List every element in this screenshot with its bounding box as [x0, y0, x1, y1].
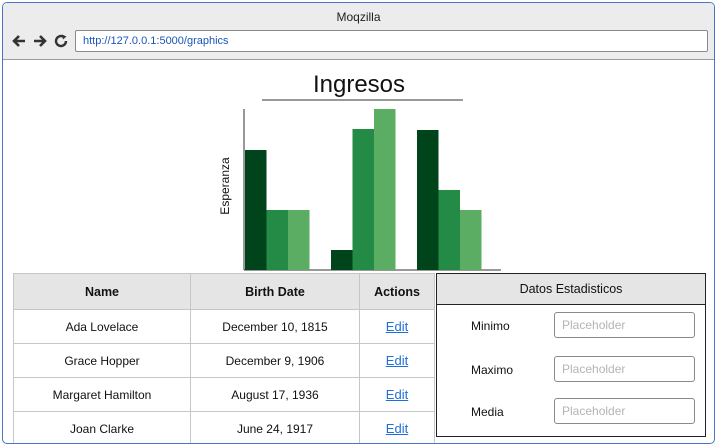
- edit-link[interactable]: Edit: [385, 353, 409, 368]
- bar-group3-series1: [417, 130, 439, 270]
- minimo-label: Minimo: [471, 319, 510, 333]
- url-bar[interactable]: http://127.0.0.1:5000/graphics: [75, 30, 708, 52]
- cell-actions: Edit: [359, 411, 435, 443]
- cell-actions: Edit: [359, 309, 435, 344]
- cell-actions: Edit: [359, 343, 435, 378]
- bar-group1-series2: [266, 210, 288, 270]
- y-axis-label: Esperanza: [218, 157, 232, 215]
- bar-group3-series3: [460, 210, 482, 270]
- bar-group2-series3: [374, 109, 396, 270]
- bar-group3-series2: [438, 190, 460, 270]
- stats-panel-title: Datos Estadisticos: [437, 274, 705, 305]
- cell-name: Ada Lovelace: [13, 309, 191, 344]
- bar-group2-series2: [352, 129, 374, 270]
- cell-birth-date: August 17, 1936: [190, 377, 360, 412]
- cell-actions: Edit: [359, 377, 435, 412]
- cell-birth-date: December 10, 1815: [190, 309, 360, 344]
- reload-icon[interactable]: [53, 33, 69, 49]
- minimo-input[interactable]: [554, 312, 695, 338]
- title-bar: Moqzilla http://127.0.0.1:5000/graphics: [3, 3, 714, 60]
- people-table: Name Birth Date Actions Ada Lovelace Dec…: [13, 273, 435, 443]
- table-row: Ada Lovelace December 10, 1815 Edit: [13, 309, 435, 344]
- column-header-actions: Actions: [359, 273, 435, 310]
- edit-link[interactable]: Edit: [385, 387, 409, 402]
- table-row: Margaret Hamilton August 17, 1936 Edit: [13, 377, 435, 412]
- cell-name: Grace Hopper: [13, 343, 191, 378]
- table-header-row: Name Birth Date Actions: [13, 273, 435, 310]
- chart-title: Ingresos: [313, 71, 405, 98]
- bar-group1-series1: [245, 150, 267, 270]
- bar-chart: Ingresos Esperanza: [218, 71, 501, 271]
- forward-arrow-icon[interactable]: [32, 33, 48, 49]
- bars-group: [245, 109, 482, 270]
- browser-window: Moqzilla http://127.0.0.1:5000/graphics …: [2, 2, 715, 444]
- cell-name: Margaret Hamilton: [13, 377, 191, 412]
- bar-group1-series3: [288, 210, 310, 270]
- media-label: Media: [471, 405, 504, 419]
- cell-birth-date: June 24, 1917: [190, 411, 360, 443]
- window-title: Moqzilla: [336, 10, 381, 24]
- media-input[interactable]: [554, 398, 695, 424]
- stats-panel: Datos Estadisticos Minimo Maximo Media: [436, 273, 706, 437]
- table-row: Joan Clarke June 24, 1917 Edit: [13, 411, 435, 443]
- back-arrow-icon[interactable]: [11, 33, 27, 49]
- maximo-input[interactable]: [554, 356, 695, 382]
- bar-group2-series1: [331, 250, 353, 270]
- column-header-name: Name: [13, 273, 191, 310]
- cell-name: Joan Clarke: [13, 411, 191, 443]
- edit-link[interactable]: Edit: [385, 421, 409, 436]
- edit-link[interactable]: Edit: [385, 319, 409, 334]
- cell-birth-date: December 9, 1906: [190, 343, 360, 378]
- maximo-label: Maximo: [471, 363, 514, 377]
- table-row: Grace Hopper December 9, 1906 Edit: [13, 343, 435, 378]
- column-header-birth-date: Birth Date: [190, 273, 360, 310]
